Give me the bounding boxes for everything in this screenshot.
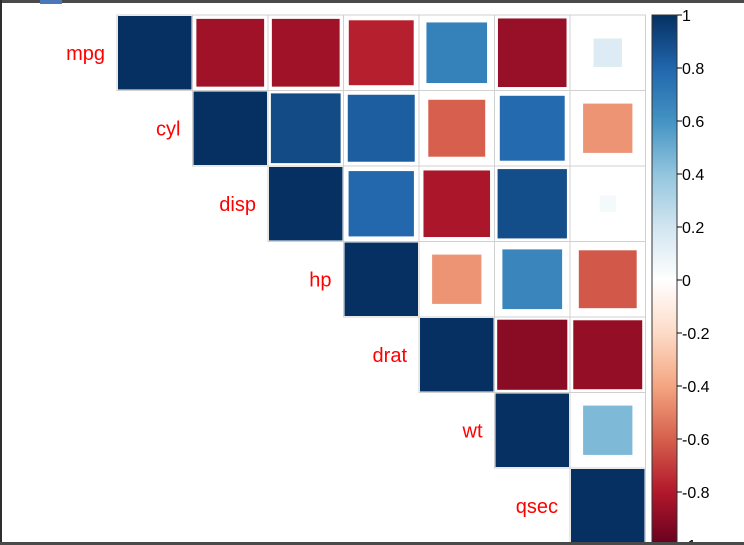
colorbar-gradient (651, 14, 678, 545)
correlation-cell-hp-drat (432, 254, 482, 304)
correlation-cell-cyl-qsec (583, 103, 633, 153)
colorbar-tick-label: -0.4 (682, 379, 710, 396)
correlation-cell-mpg-cyl (196, 18, 265, 87)
variable-label-mpg: mpg (66, 43, 105, 65)
correlation-cell-cyl-wt (499, 95, 565, 161)
correlation-cell-mpg-drat (426, 22, 488, 84)
correlation-cell-wt-wt (495, 393, 569, 467)
colorbar-tick-label: 0.4 (682, 167, 704, 184)
correlation-cells (118, 16, 645, 543)
correlation-cell-disp-hp (348, 171, 414, 237)
variable-labels: mpg cyl disp hp drat wt qsec (66, 43, 558, 518)
correlation-cell-drat-wt (497, 319, 568, 390)
variable-label-hp: hp (309, 269, 331, 291)
colorbar-legend: 1 0.8 0.6 0.4 0.2 0 -0.2 -0.4 -0.6 -0.8 -1 (651, 8, 710, 545)
colorbar-tick-label: -0.2 (682, 326, 710, 343)
correlation-cell-hp-hp (344, 242, 418, 316)
colorbar-tick-label: 0.8 (682, 61, 704, 78)
window-tab-indicator (40, 0, 62, 4)
correlation-cell-cyl-cyl (193, 91, 267, 165)
correlation-cell-mpg-disp (271, 18, 340, 87)
variable-label-qsec: qsec (516, 496, 558, 518)
correlation-cell-mpg-hp (348, 20, 414, 86)
variable-label-drat: drat (373, 345, 408, 367)
correlation-cell-wt-qsec (583, 405, 633, 455)
variable-label-wt: wt (462, 420, 483, 442)
colorbar-tick-label: -1 (682, 538, 696, 545)
correlation-cell-disp-wt (497, 169, 567, 239)
correlation-cell-hp-qsec (578, 250, 637, 309)
colorbar-tick-label: 0.6 (682, 114, 704, 131)
correlation-cell-cyl-disp (270, 93, 341, 164)
window-top-border (0, 0, 744, 3)
window-bottom-border (0, 542, 744, 545)
colorbar-tick-label: 1 (682, 8, 691, 25)
correlation-cell-mpg-wt (497, 18, 567, 88)
correlation-cell-disp-qsec (599, 195, 616, 212)
correlation-cell-disp-disp (269, 167, 343, 241)
colorbar-tick-label: -0.8 (682, 485, 710, 502)
correlation-cell-cyl-drat (428, 99, 486, 157)
correlation-cell-disp-drat (423, 170, 491, 238)
variable-label-disp: disp (219, 194, 256, 216)
correlation-cell-drat-qsec (573, 320, 643, 390)
correlation-cell-qsec-qsec (571, 469, 645, 543)
correlation-cell-mpg-mpg (118, 16, 192, 90)
window-left-border (0, 0, 2, 545)
correlation-cell-mpg-qsec (593, 38, 622, 67)
correlation-cell-hp-wt (502, 249, 563, 310)
colorbar-tick-label: -0.6 (682, 432, 710, 449)
correlation-cell-cyl-hp (347, 94, 415, 162)
colorbar-tick-label: 0 (682, 273, 691, 290)
correlation-cell-drat-drat (420, 318, 494, 392)
colorbar-tick-label: 0.2 (682, 220, 704, 237)
variable-label-cyl: cyl (156, 118, 180, 140)
